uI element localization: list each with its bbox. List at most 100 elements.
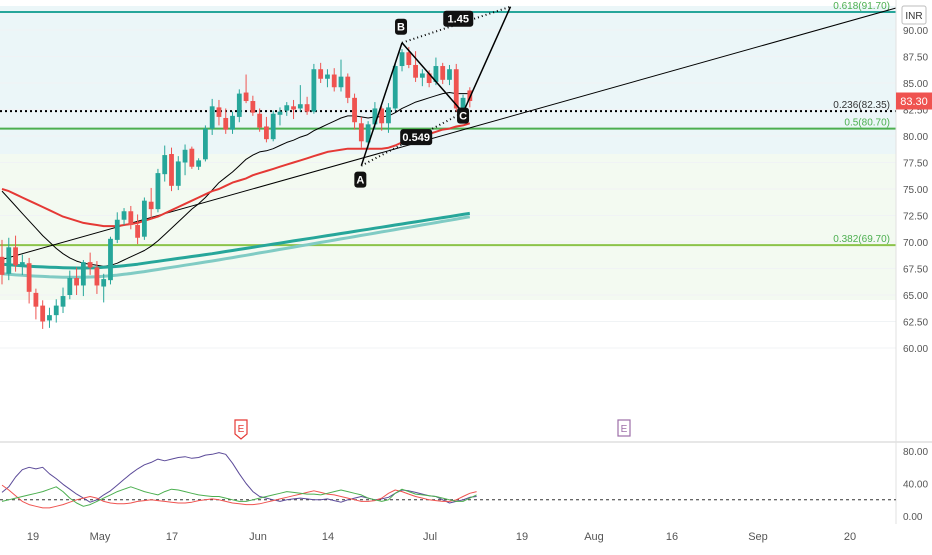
candle[interactable] — [101, 273, 107, 303]
candle[interactable] — [60, 287, 66, 314]
candle[interactable] — [87, 252, 93, 275]
candle[interactable] — [440, 62, 446, 85]
candle-body — [318, 69, 324, 79]
candle-body — [33, 292, 39, 307]
candle[interactable] — [114, 212, 120, 244]
candle[interactable] — [352, 93, 357, 130]
pattern-ratio-bd[interactable]: 1.45 — [443, 10, 474, 27]
candle[interactable] — [311, 63, 317, 114]
candle[interactable] — [345, 73, 351, 104]
candle[interactable] — [331, 68, 337, 92]
candle[interactable] — [80, 260, 86, 297]
candle-body — [169, 154, 174, 186]
candle[interactable] — [128, 205, 134, 230]
price-axis-tick: 80.00 — [903, 132, 928, 143]
price-axis-tick: 62.50 — [903, 318, 928, 329]
moving-averages — [1, 92, 471, 279]
candle-body — [19, 262, 25, 266]
candle[interactable] — [358, 116, 364, 148]
candle[interactable] — [419, 69, 425, 87]
ascending-trendline[interactable] — [0, 7, 897, 261]
candle[interactable] — [264, 116, 269, 143]
currency-label: INR — [905, 11, 922, 22]
currency-badge[interactable]: INR — [901, 5, 927, 25]
candle[interactable] — [67, 270, 73, 300]
candle[interactable] — [182, 144, 188, 176]
candle[interactable] — [40, 300, 46, 329]
earnings-marker[interactable]: E — [234, 419, 248, 440]
candle[interactable] — [236, 89, 242, 123]
candle-body — [196, 160, 202, 167]
candle[interactable] — [94, 261, 100, 294]
candle-body — [121, 211, 127, 220]
candle-body — [60, 296, 66, 307]
earnings-marker[interactable]: E — [617, 419, 631, 437]
candle[interactable] — [6, 237, 12, 281]
candle[interactable] — [203, 125, 208, 162]
candle-body — [365, 124, 371, 143]
candle[interactable] — [148, 187, 154, 219]
candle[interactable] — [257, 108, 263, 132]
candle[interactable] — [284, 102, 290, 116]
pattern-ratio-ac[interactable]: 0.549 — [400, 129, 433, 146]
candle[interactable] — [108, 236, 113, 285]
candle[interactable] — [162, 145, 168, 182]
candle[interactable] — [19, 254, 25, 275]
candle[interactable] — [325, 69, 330, 88]
candle[interactable] — [155, 168, 161, 213]
candle[interactable] — [13, 235, 18, 272]
abcd-pattern[interactable]: A B C 0.549 1.45 — [354, 5, 512, 188]
candle-body — [379, 108, 385, 124]
pattern-point-b[interactable]: B — [395, 18, 408, 35]
candle-body — [392, 66, 398, 109]
pattern-leg-bc — [401, 42, 464, 114]
candle[interactable] — [318, 62, 324, 83]
candle[interactable] — [216, 99, 222, 126]
candle[interactable] — [413, 51, 418, 82]
candle[interactable] — [230, 111, 235, 134]
candle[interactable] — [304, 96, 310, 115]
candle[interactable] — [447, 64, 452, 86]
candle[interactable] — [223, 108, 229, 134]
candle[interactable] — [175, 156, 181, 191]
candle[interactable] — [392, 63, 398, 111]
candle[interactable] — [26, 257, 32, 304]
pattern-point-a[interactable]: A — [354, 171, 367, 188]
pattern-point-c[interactable]: C — [457, 107, 470, 124]
candle[interactable] — [453, 63, 459, 112]
candle[interactable] — [121, 208, 127, 226]
candle[interactable] — [0, 239, 5, 285]
candle[interactable] — [33, 288, 39, 320]
candle-body — [257, 113, 263, 128]
candle[interactable] — [189, 146, 195, 169]
candle[interactable] — [250, 95, 256, 116]
candle[interactable] — [338, 59, 344, 92]
candle-body — [203, 128, 208, 160]
candle[interactable] — [291, 99, 296, 120]
last-price-badge: 83.30 — [896, 92, 932, 110]
candle[interactable] — [399, 49, 405, 72]
candle[interactable] — [53, 299, 59, 323]
candle[interactable] — [169, 147, 174, 192]
candle-body — [223, 117, 229, 130]
candle[interactable] — [141, 197, 147, 240]
candle[interactable] — [196, 158, 202, 170]
candle-body — [399, 52, 405, 67]
candle[interactable] — [209, 98, 215, 135]
time-axis-tick: 19 — [27, 531, 39, 543]
candle-body — [419, 73, 425, 78]
candle[interactable] — [379, 106, 385, 131]
price-axis-tick: 67.50 — [903, 265, 928, 276]
ema-slow-line — [1, 122, 471, 228]
candle[interactable] — [297, 85, 303, 112]
candle[interactable] — [243, 74, 249, 104]
candle[interactable] — [277, 107, 283, 126]
candle[interactable] — [74, 267, 79, 295]
candle[interactable] — [386, 103, 391, 133]
candle[interactable] — [270, 110, 276, 142]
candle[interactable] — [135, 214, 140, 245]
candle[interactable] — [47, 307, 52, 328]
candle-body — [53, 305, 59, 316]
